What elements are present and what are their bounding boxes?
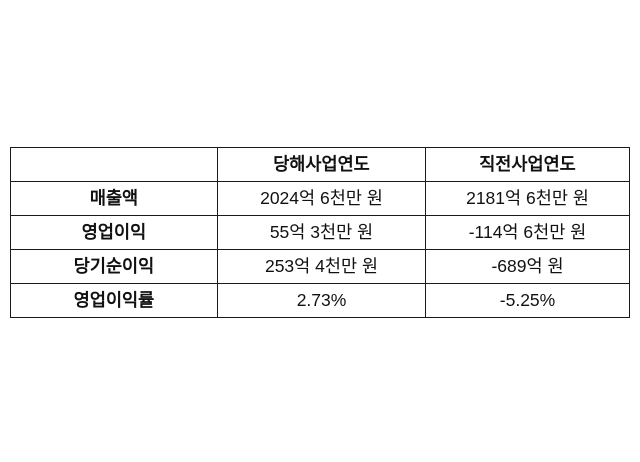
table-header: 당해사업연도 직전사업연도 — [10, 147, 630, 182]
column-header-current-year: 당해사업연도 — [217, 147, 426, 182]
row-label-net-income: 당기순이익 — [10, 249, 218, 284]
cell-revenue-previous: 2181억 6천만 원 — [425, 181, 630, 216]
row-label-operating-profit: 영업이익 — [10, 215, 218, 250]
cell-operating-profit-previous: -114억 6천만 원 — [425, 215, 630, 250]
cell-net-income-current: 253억 4천만 원 — [217, 249, 426, 284]
table-corner-cell — [10, 147, 218, 182]
cell-operating-margin-previous: -5.25% — [425, 283, 630, 318]
table-header-row: 당해사업연도 직전사업연도 — [10, 147, 630, 182]
table-row: 영업이익 55억 3천만 원 -114억 6천만 원 — [10, 215, 630, 250]
column-header-previous-year: 직전사업연도 — [425, 147, 630, 182]
cell-net-income-previous: -689억 원 — [425, 249, 630, 284]
financial-table-container: 당해사업연도 직전사업연도 매출액 2024억 6천만 원 2181억 6천만 … — [10, 147, 630, 318]
cell-operating-margin-current: 2.73% — [217, 283, 426, 318]
table-row: 당기순이익 253억 4천만 원 -689억 원 — [10, 249, 630, 284]
financial-summary-table: 당해사업연도 직전사업연도 매출액 2024억 6천만 원 2181억 6천만 … — [10, 147, 630, 318]
table-row: 영업이익률 2.73% -5.25% — [10, 283, 630, 318]
cell-operating-profit-current: 55억 3천만 원 — [217, 215, 426, 250]
cell-revenue-current: 2024억 6천만 원 — [217, 181, 426, 216]
table-body: 매출액 2024억 6천만 원 2181억 6천만 원 영업이익 55억 3천만… — [10, 181, 630, 318]
row-label-revenue: 매출액 — [10, 181, 218, 216]
row-label-operating-margin: 영업이익률 — [10, 283, 218, 318]
table-row: 매출액 2024억 6천만 원 2181억 6천만 원 — [10, 181, 630, 216]
